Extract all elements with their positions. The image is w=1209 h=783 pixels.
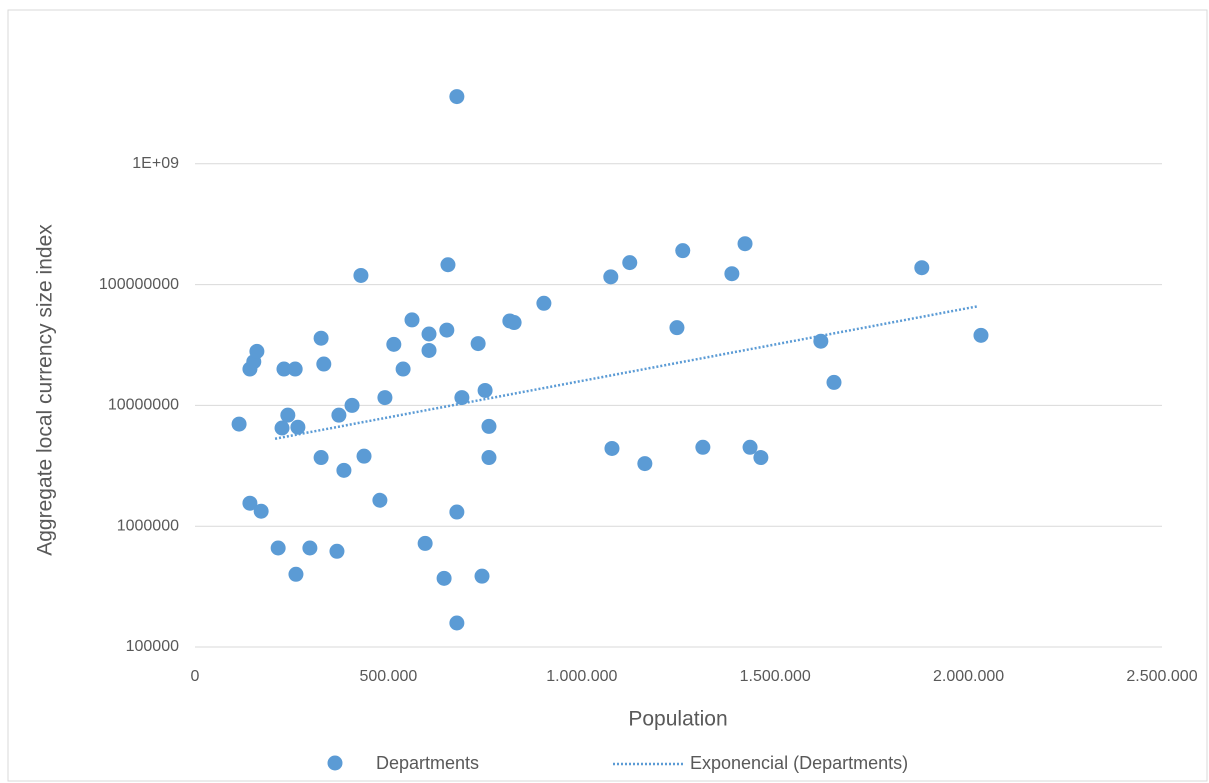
legend-label: Departments bbox=[376, 753, 479, 773]
x-tick-label: 500.000 bbox=[359, 668, 417, 685]
data-point bbox=[353, 267, 369, 283]
data-point bbox=[753, 450, 769, 466]
data-point bbox=[474, 568, 490, 584]
x-tick-label: 1.000.000 bbox=[546, 668, 617, 685]
data-point bbox=[449, 89, 465, 105]
data-point bbox=[470, 336, 486, 352]
x-tick-label: 0 bbox=[191, 668, 200, 685]
data-point bbox=[404, 312, 420, 328]
x-tick-label: 2.000.000 bbox=[933, 668, 1004, 685]
data-point bbox=[372, 492, 388, 508]
data-point bbox=[622, 255, 638, 271]
data-point bbox=[356, 448, 372, 464]
data-point bbox=[344, 397, 360, 413]
data-point bbox=[813, 333, 829, 349]
data-point bbox=[724, 266, 740, 282]
data-point bbox=[287, 361, 303, 377]
data-point bbox=[253, 503, 269, 519]
data-point bbox=[669, 320, 685, 336]
data-point bbox=[417, 535, 433, 551]
data-point bbox=[973, 327, 989, 343]
x-axis-title: Population bbox=[628, 708, 727, 731]
y-tick-label: 10000000 bbox=[108, 397, 179, 414]
data-point bbox=[302, 540, 318, 556]
data-point bbox=[737, 236, 753, 252]
data-point bbox=[280, 407, 296, 423]
legend-label: Exponencial (Departments) bbox=[690, 753, 908, 773]
data-point bbox=[276, 361, 292, 377]
data-point bbox=[395, 361, 411, 377]
data-point bbox=[288, 566, 304, 582]
y-tick-label: 1E+09 bbox=[132, 155, 179, 172]
data-point bbox=[481, 418, 497, 434]
data-point bbox=[675, 243, 691, 259]
data-point bbox=[329, 543, 345, 559]
data-point bbox=[313, 450, 329, 466]
trendline bbox=[274, 305, 978, 440]
data-point bbox=[603, 269, 619, 285]
data-point bbox=[439, 322, 455, 338]
data-point bbox=[454, 390, 470, 406]
data-point bbox=[695, 439, 711, 455]
data-point bbox=[377, 390, 393, 406]
data-point bbox=[536, 295, 552, 311]
data-point bbox=[316, 356, 332, 372]
data-point bbox=[242, 495, 258, 511]
data-point bbox=[386, 336, 402, 352]
data-point bbox=[421, 326, 437, 342]
data-point bbox=[336, 462, 352, 478]
data-point bbox=[481, 450, 497, 466]
data-point bbox=[449, 615, 465, 631]
data-point bbox=[637, 456, 653, 472]
x-tick-label: 2.500.000 bbox=[1126, 668, 1197, 685]
data-point bbox=[249, 343, 265, 359]
data-point bbox=[742, 439, 758, 455]
data-point bbox=[270, 540, 286, 556]
data-point bbox=[477, 382, 493, 398]
data-point bbox=[440, 257, 456, 273]
data-point bbox=[274, 420, 290, 436]
data-point bbox=[826, 374, 842, 390]
data-point bbox=[313, 330, 329, 346]
x-tick-label: 1.500.000 bbox=[740, 668, 811, 685]
y-axis-title: Aggregate local currency size index bbox=[34, 224, 57, 556]
data-point bbox=[449, 504, 465, 520]
y-tick-label: 100000000 bbox=[99, 276, 179, 293]
data-point bbox=[421, 342, 437, 358]
chart-border bbox=[7, 9, 1208, 782]
data-point bbox=[290, 419, 306, 435]
data-point bbox=[604, 440, 620, 456]
data-point bbox=[436, 570, 452, 586]
data-point bbox=[331, 407, 347, 423]
data-point bbox=[231, 416, 247, 432]
legend-marker bbox=[327, 755, 343, 771]
data-point bbox=[914, 260, 930, 276]
y-tick-label: 1000000 bbox=[117, 517, 179, 534]
data-point bbox=[506, 315, 522, 331]
y-tick-label: 100000 bbox=[126, 638, 179, 655]
